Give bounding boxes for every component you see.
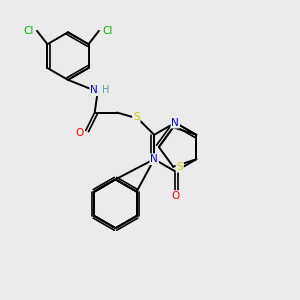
Text: O: O [171, 191, 179, 201]
Text: H: H [102, 85, 110, 95]
Text: N: N [90, 85, 98, 95]
Text: Cl: Cl [102, 26, 112, 36]
Text: N: N [150, 154, 158, 164]
Text: N: N [171, 118, 179, 128]
Text: O: O [76, 128, 84, 138]
Text: S: S [133, 112, 140, 122]
Text: Cl: Cl [23, 26, 34, 36]
Text: S: S [176, 162, 183, 172]
